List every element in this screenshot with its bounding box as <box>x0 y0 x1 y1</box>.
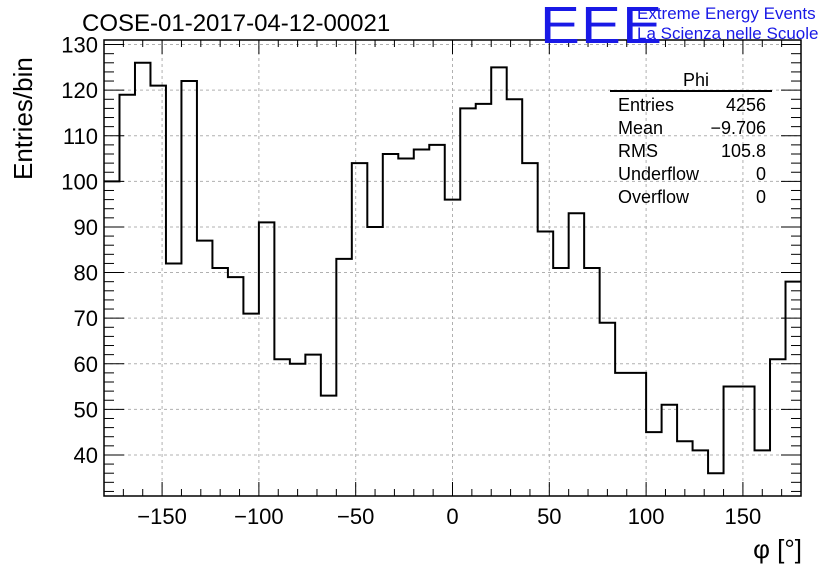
logo-line-2: La Scienza nelle Scuole <box>637 24 819 43</box>
stats-label: Mean <box>618 118 664 138</box>
eee-logo: EEE <box>540 0 664 55</box>
stats-box-divider <box>610 90 772 92</box>
stats-value: 105.8 <box>720 141 766 161</box>
y-tick-label: 40 <box>74 443 98 468</box>
y-axis-label: Entries/bin <box>8 57 38 180</box>
y-tick-label: 60 <box>74 352 98 377</box>
x-tick-label: 0 <box>446 504 458 529</box>
stats-row-underflow: Underflow 0 <box>610 163 772 186</box>
x-axis-label: φ [°] <box>753 534 802 564</box>
y-tick-label: 120 <box>61 78 98 103</box>
x-tick-label: 150 <box>725 504 762 529</box>
stats-label: Underflow <box>618 164 700 184</box>
histogram-line <box>104 61 801 475</box>
stats-box: Phi Entries 4256 Mean −9.706 RMS 105.8 U… <box>610 70 772 209</box>
x-tick-label: 50 <box>537 504 561 529</box>
y-tick-label: 50 <box>74 397 98 422</box>
logo-line-1: Extreme Energy Events <box>637 4 816 23</box>
y-tick-label: 70 <box>74 306 98 331</box>
y-tick-label: 130 <box>61 33 98 58</box>
x-tick-label: −100 <box>234 504 284 529</box>
stats-row-entries: Entries 4256 <box>610 94 772 117</box>
y-tick-label: 80 <box>74 261 98 286</box>
stats-row-overflow: Overflow 0 <box>610 186 772 209</box>
stats-label: Entries <box>618 95 675 115</box>
chart-title: COSE-01-2017-04-12-00021 <box>82 10 391 37</box>
stats-box-name: Phi <box>682 70 709 90</box>
y-tick-label: 100 <box>61 169 98 194</box>
y-tick-label: 110 <box>63 124 98 149</box>
stats-value: 4256 <box>725 95 766 115</box>
x-tick-label: −50 <box>337 504 374 529</box>
stats-label: RMS <box>618 141 658 161</box>
stats-value: 0 <box>755 187 766 207</box>
y-tick-label: 90 <box>74 215 98 240</box>
stats-value: 0 <box>755 164 766 184</box>
x-tick-label: 100 <box>628 504 665 529</box>
stats-label: Overflow <box>618 187 690 207</box>
stats-value: −9.706 <box>710 118 766 138</box>
x-tick-label: −150 <box>137 504 187 529</box>
axis-tick-labels: −150 −100 −50 0 50 100 150 40 50 60 70 80 90 100 110 12… <box>61 33 761 529</box>
stats-row-mean: Mean −9.706 <box>610 117 772 140</box>
axis-ticks <box>103 40 802 496</box>
stats-row-rms: RMS 105.8 <box>610 140 772 163</box>
